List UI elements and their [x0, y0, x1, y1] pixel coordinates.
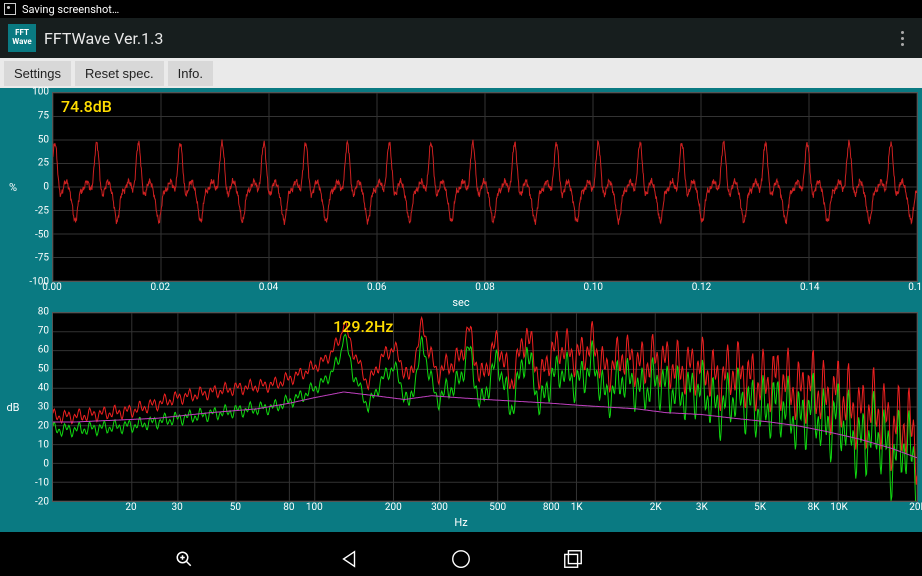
android-status-bar: Saving screenshot…	[0, 0, 922, 18]
db-readout: 74.8dB	[61, 97, 112, 116]
waveform-yticks: -100-75-50-250255075100	[22, 92, 52, 282]
waveform-ylabel: %	[4, 92, 22, 282]
app-icon: FFT Wave	[8, 24, 36, 52]
recent-apps-icon[interactable]	[562, 548, 584, 574]
status-text: Saving screenshot…	[22, 3, 119, 16]
chart-area: % -100-75-50-250255075100 74.8dB 0.000.0…	[0, 88, 922, 532]
app-header: FFT Wave FFTWave Ver.1.3	[0, 18, 922, 58]
overflow-menu-icon[interactable]	[890, 26, 914, 50]
back-icon[interactable]	[338, 548, 360, 574]
toolbar: Settings Reset spec. Info.	[0, 58, 922, 88]
waveform-xticks: 0.000.020.040.060.080.100.120.140.16	[52, 282, 918, 296]
zoom-icon[interactable]	[175, 550, 193, 572]
app-icon-line2: Wave	[12, 38, 31, 47]
spectrum-ylabel: dB	[4, 312, 22, 502]
picture-icon	[4, 3, 16, 15]
reset-spec-button[interactable]: Reset spec.	[75, 61, 164, 86]
app-title: FFTWave Ver.1.3	[44, 29, 890, 48]
waveform-plot[interactable]: 74.8dB	[52, 92, 918, 282]
spectrum-yticks: -20-1001020304050607080	[22, 312, 52, 502]
spectrum-chart: dB -20-1001020304050607080 129.2Hz	[4, 312, 918, 502]
android-nav-bar	[0, 546, 922, 576]
spectrum-plot[interactable]: 129.2Hz	[52, 312, 918, 502]
settings-button[interactable]: Settings	[4, 61, 71, 86]
info-button[interactable]: Info.	[168, 61, 213, 86]
spectrum-xticks: 203050801002003005008001K2K3K5K8K10K20K	[52, 502, 918, 516]
peak-hz-readout: 129.2Hz	[333, 317, 393, 336]
waveform-chart: % -100-75-50-250255075100 74.8dB	[4, 92, 918, 282]
home-icon[interactable]	[450, 548, 472, 574]
waveform-xlabel: sec	[4, 296, 918, 308]
spectrum-xlabel: Hz	[4, 516, 918, 528]
